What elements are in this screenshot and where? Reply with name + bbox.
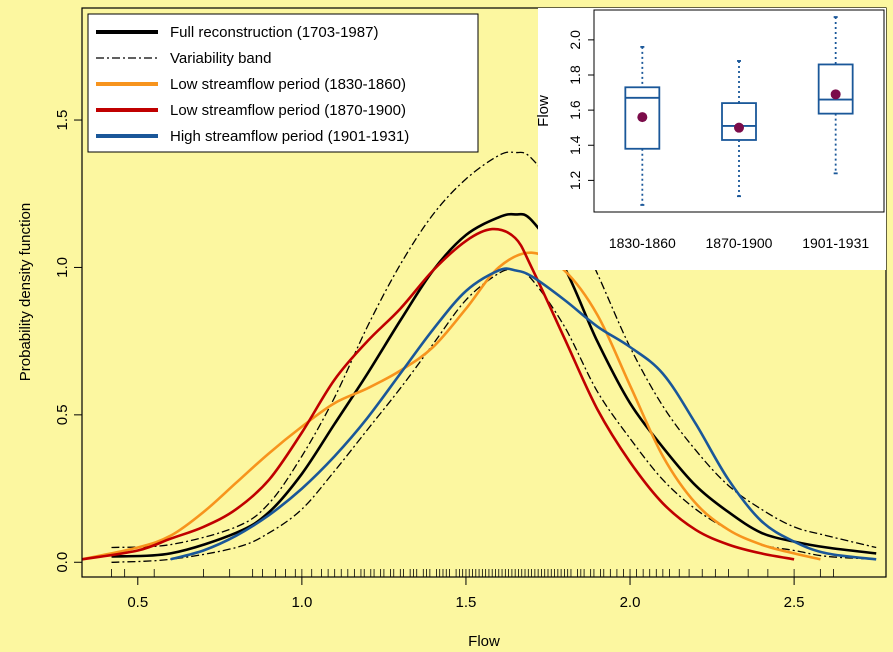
x-tick-label: 2.0 xyxy=(620,594,641,611)
x-tick-label: 1.5 xyxy=(456,594,477,611)
rug-marks xyxy=(111,569,834,577)
legend: Full reconstruction (1703-1987) Variabili… xyxy=(87,13,479,153)
y-tick-label: 0.0 xyxy=(54,552,71,573)
box-1830-1860 xyxy=(624,45,661,206)
series-line xyxy=(81,227,795,561)
box-mean-point xyxy=(830,89,841,100)
inset-y-tick-label: 2.0 xyxy=(567,30,583,50)
density-curves xyxy=(81,151,877,563)
box-mean-point xyxy=(734,122,744,133)
inset-x-tick-label: 1901-1931 xyxy=(802,235,869,251)
y-tick-label: 0.5 xyxy=(54,404,71,425)
inset-y-tick-label: 1.2 xyxy=(567,170,583,190)
inset-y-tick-label: 1.6 xyxy=(567,100,583,120)
y-axis-title: Probability density function xyxy=(17,203,34,381)
legend-label: Full reconstruction (1703-1987) xyxy=(170,24,378,41)
inset-y-tick-label: 1.4 xyxy=(567,135,583,155)
inset-boxes xyxy=(624,16,854,206)
inset-boxplot: 1.2 1.4 1.6 1.8 2.0 1830-1860 1870-1900 1901-19… xyxy=(535,8,886,270)
box-1901-1931 xyxy=(817,16,854,175)
legend-label: Variability band xyxy=(170,50,271,67)
inset-x-tick-label: 1830-1860 xyxy=(609,235,676,251)
series-line xyxy=(111,212,877,558)
series-line xyxy=(170,267,877,561)
x-tick-label: 2.5 xyxy=(784,594,805,611)
legend-label: Low streamflow period (1870-1900) xyxy=(170,102,406,119)
y-tick-label: 1.5 xyxy=(54,110,71,131)
box-iqr xyxy=(817,63,854,115)
x-tick-label: 1.0 xyxy=(291,594,312,611)
legend-label: High streamflow period (1901-1931) xyxy=(170,128,409,145)
inset-x-tick-label: 1870-1900 xyxy=(706,235,773,251)
inset-y-tick-label: 1.8 xyxy=(567,65,583,85)
x-axis-title: Flow xyxy=(468,633,500,650)
main-axes: 0.5 1.0 1.5 2.0 2.5 0.0 0.5 1.0 1.5 xyxy=(54,110,805,611)
y-tick-label: 1.0 xyxy=(54,257,71,278)
box-iqr xyxy=(721,102,757,141)
inset-axes: 1.2 1.4 1.6 1.8 2.0 1830-1860 1870-1900 1901-19… xyxy=(567,30,869,251)
x-tick-label: 0.5 xyxy=(127,594,148,611)
legend-label: Low streamflow period (1830-1860) xyxy=(170,76,406,93)
box-1870-1900 xyxy=(721,60,757,198)
inset-y-axis-title: Flow xyxy=(535,95,552,127)
series-line xyxy=(81,251,821,561)
box-mean-point xyxy=(637,112,648,123)
series-line xyxy=(111,151,877,549)
